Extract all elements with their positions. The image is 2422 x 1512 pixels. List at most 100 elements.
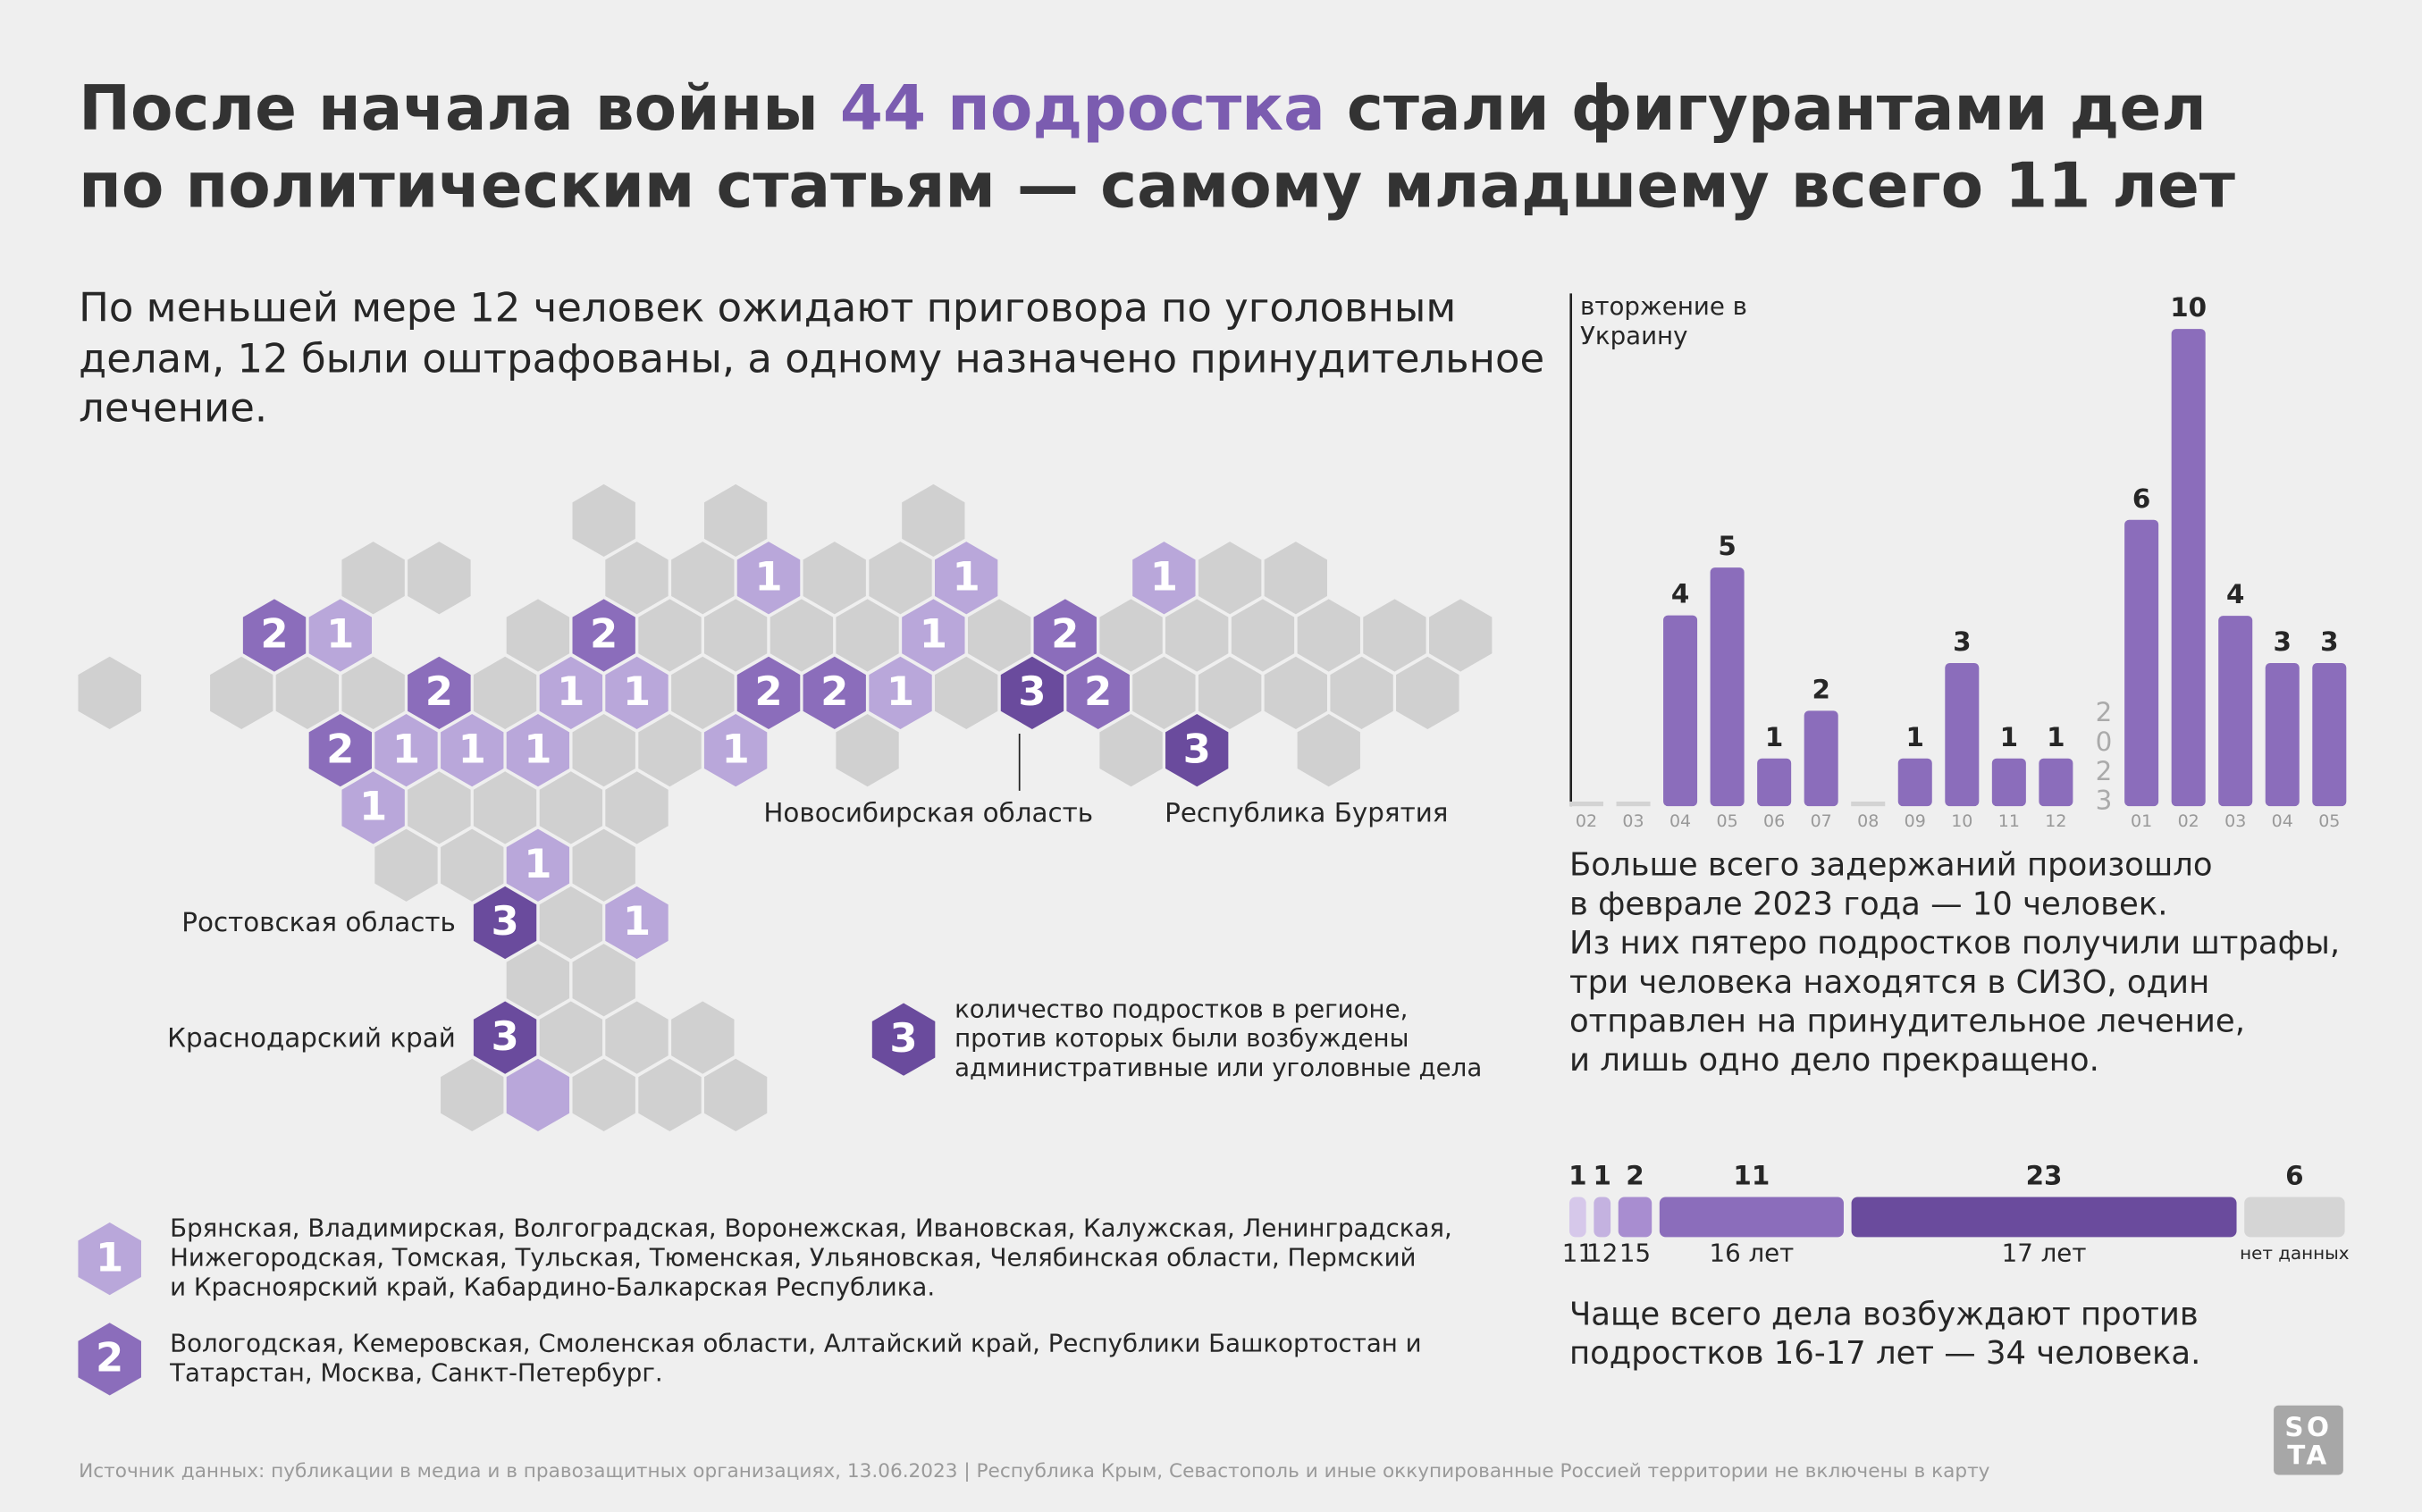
age-label: 12 <box>1586 1238 1618 1267</box>
empty-region <box>572 944 635 1017</box>
region-count: 2 <box>96 1334 123 1382</box>
region-count: 1 <box>96 1233 123 1281</box>
region-count: 1 <box>920 610 947 658</box>
empty-region <box>836 599 899 672</box>
region-count: 1 <box>524 725 551 772</box>
age-segment <box>1851 1197 2237 1238</box>
region-hex <box>473 886 537 960</box>
empty-region <box>605 542 669 615</box>
region-hex <box>408 656 471 729</box>
region-count: 2 <box>326 725 354 772</box>
region-count: 2 <box>820 668 848 715</box>
bar <box>1851 801 1886 807</box>
region-hex <box>341 771 405 844</box>
logo-text: TA <box>2287 1440 2329 1470</box>
age-label: 17 лет <box>2002 1238 2087 1267</box>
region-hex <box>869 656 932 729</box>
age-label: 11 <box>1562 1238 1594 1267</box>
month-label: 03 <box>1622 811 1644 831</box>
group-text: и Красноярский край, Кабардино-Балкарска… <box>170 1272 935 1301</box>
region-count: 2 <box>1084 668 1112 715</box>
year-label: 2023 <box>2088 698 2120 816</box>
region-hex <box>473 1001 537 1074</box>
empty-region <box>341 656 405 729</box>
month-label: 09 <box>1905 811 1926 831</box>
note-text: Больше всего задержаний произошло <box>1569 847 2213 884</box>
bar <box>1568 801 1603 807</box>
empty-region <box>671 1001 735 1074</box>
age-segment <box>1659 1197 1844 1238</box>
region-count: 1 <box>887 668 914 715</box>
empty-region <box>539 886 603 960</box>
region-count: 3 <box>491 897 518 945</box>
value-label: 10 <box>2170 292 2207 323</box>
region-count: 1 <box>754 552 782 600</box>
empty-region <box>572 828 635 902</box>
empty-region <box>703 483 768 558</box>
legend-text: административные или уголовные дела <box>955 1053 1482 1082</box>
note-text: Чаще всего дела возбуждают против <box>1569 1297 2199 1333</box>
empty-region <box>1297 714 1360 787</box>
region-hex <box>1132 542 1196 615</box>
region-hex <box>78 1222 141 1296</box>
empty-region <box>572 714 635 787</box>
bar <box>2039 758 2073 807</box>
month-label: 06 <box>1763 811 1785 831</box>
note-text: подростков 16-17 лет — 34 человека. <box>1569 1335 2200 1372</box>
title-highlight: 44 подростка <box>840 73 1325 145</box>
empty-region <box>638 714 702 787</box>
title-part: стали фигурантами дел <box>1347 73 2207 145</box>
subtitle: лечение. <box>79 384 267 432</box>
region-label: Ростовская область <box>181 907 456 937</box>
excluded-region <box>506 1058 570 1131</box>
region-hex <box>1066 656 1130 729</box>
region-hex <box>506 828 570 902</box>
legend-text: против которых были возбуждены <box>955 1023 1409 1053</box>
empty-region <box>506 599 570 672</box>
empty-region <box>408 771 471 844</box>
subtitle: делам, 12 были оштрафованы, а одному наз… <box>79 334 1544 382</box>
title-line: по политическим статьям — самому младшем… <box>79 151 2235 223</box>
region-hex <box>934 542 998 615</box>
value-label: 1 <box>1906 722 1924 752</box>
age-segment <box>1594 1197 1611 1238</box>
age-segment <box>2244 1197 2345 1238</box>
region-count: 1 <box>392 725 420 772</box>
bar <box>2312 662 2347 807</box>
title-part: После начала войны <box>79 73 819 145</box>
region-count: 2 <box>754 668 782 715</box>
value-label: 3 <box>2320 626 2338 657</box>
logo-box <box>2274 1405 2343 1475</box>
month-label: 02 <box>2178 811 2199 831</box>
region-hex <box>703 714 768 787</box>
empty-region <box>836 714 899 787</box>
empty-region <box>769 599 834 672</box>
region-count: 2 <box>1051 610 1079 658</box>
annotation: Украину <box>1580 321 1687 350</box>
month-label: 04 <box>2272 811 2293 831</box>
empty-region <box>703 1058 768 1131</box>
empty-region <box>803 542 866 615</box>
empty-region <box>638 599 702 672</box>
empty-region <box>605 1001 669 1074</box>
legend-text: количество подростков в регионе, <box>955 994 1408 1023</box>
value-label: 23 <box>2026 1160 2063 1190</box>
month-label: 05 <box>1717 811 1738 831</box>
region-count: 1 <box>623 668 651 715</box>
region-count: 1 <box>623 897 651 945</box>
empty-region <box>1231 599 1295 672</box>
value-label: 4 <box>2226 579 2244 609</box>
empty-region <box>539 771 603 844</box>
region-label: Новосибирская область <box>763 797 1093 827</box>
bar <box>1991 758 2026 807</box>
annotation: вторжение в <box>1580 291 1747 321</box>
region-count: 1 <box>1150 552 1178 600</box>
empty-region <box>441 828 504 902</box>
empty-region <box>572 483 635 558</box>
footer-source: Источник данных: публикации в медиа и в … <box>79 1460 1990 1483</box>
note-text: Из них пятеро подростков получили штрафы… <box>1569 925 2340 962</box>
